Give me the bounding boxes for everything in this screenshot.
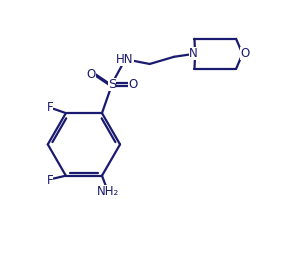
Text: F: F (47, 173, 53, 187)
Text: S: S (108, 78, 116, 91)
Text: O: O (87, 68, 96, 81)
Text: O: O (128, 78, 137, 91)
Text: F: F (47, 101, 53, 114)
Text: NH₂: NH₂ (97, 185, 119, 198)
Text: N: N (189, 47, 197, 60)
Text: O: O (240, 47, 249, 60)
Text: HN: HN (116, 53, 134, 66)
